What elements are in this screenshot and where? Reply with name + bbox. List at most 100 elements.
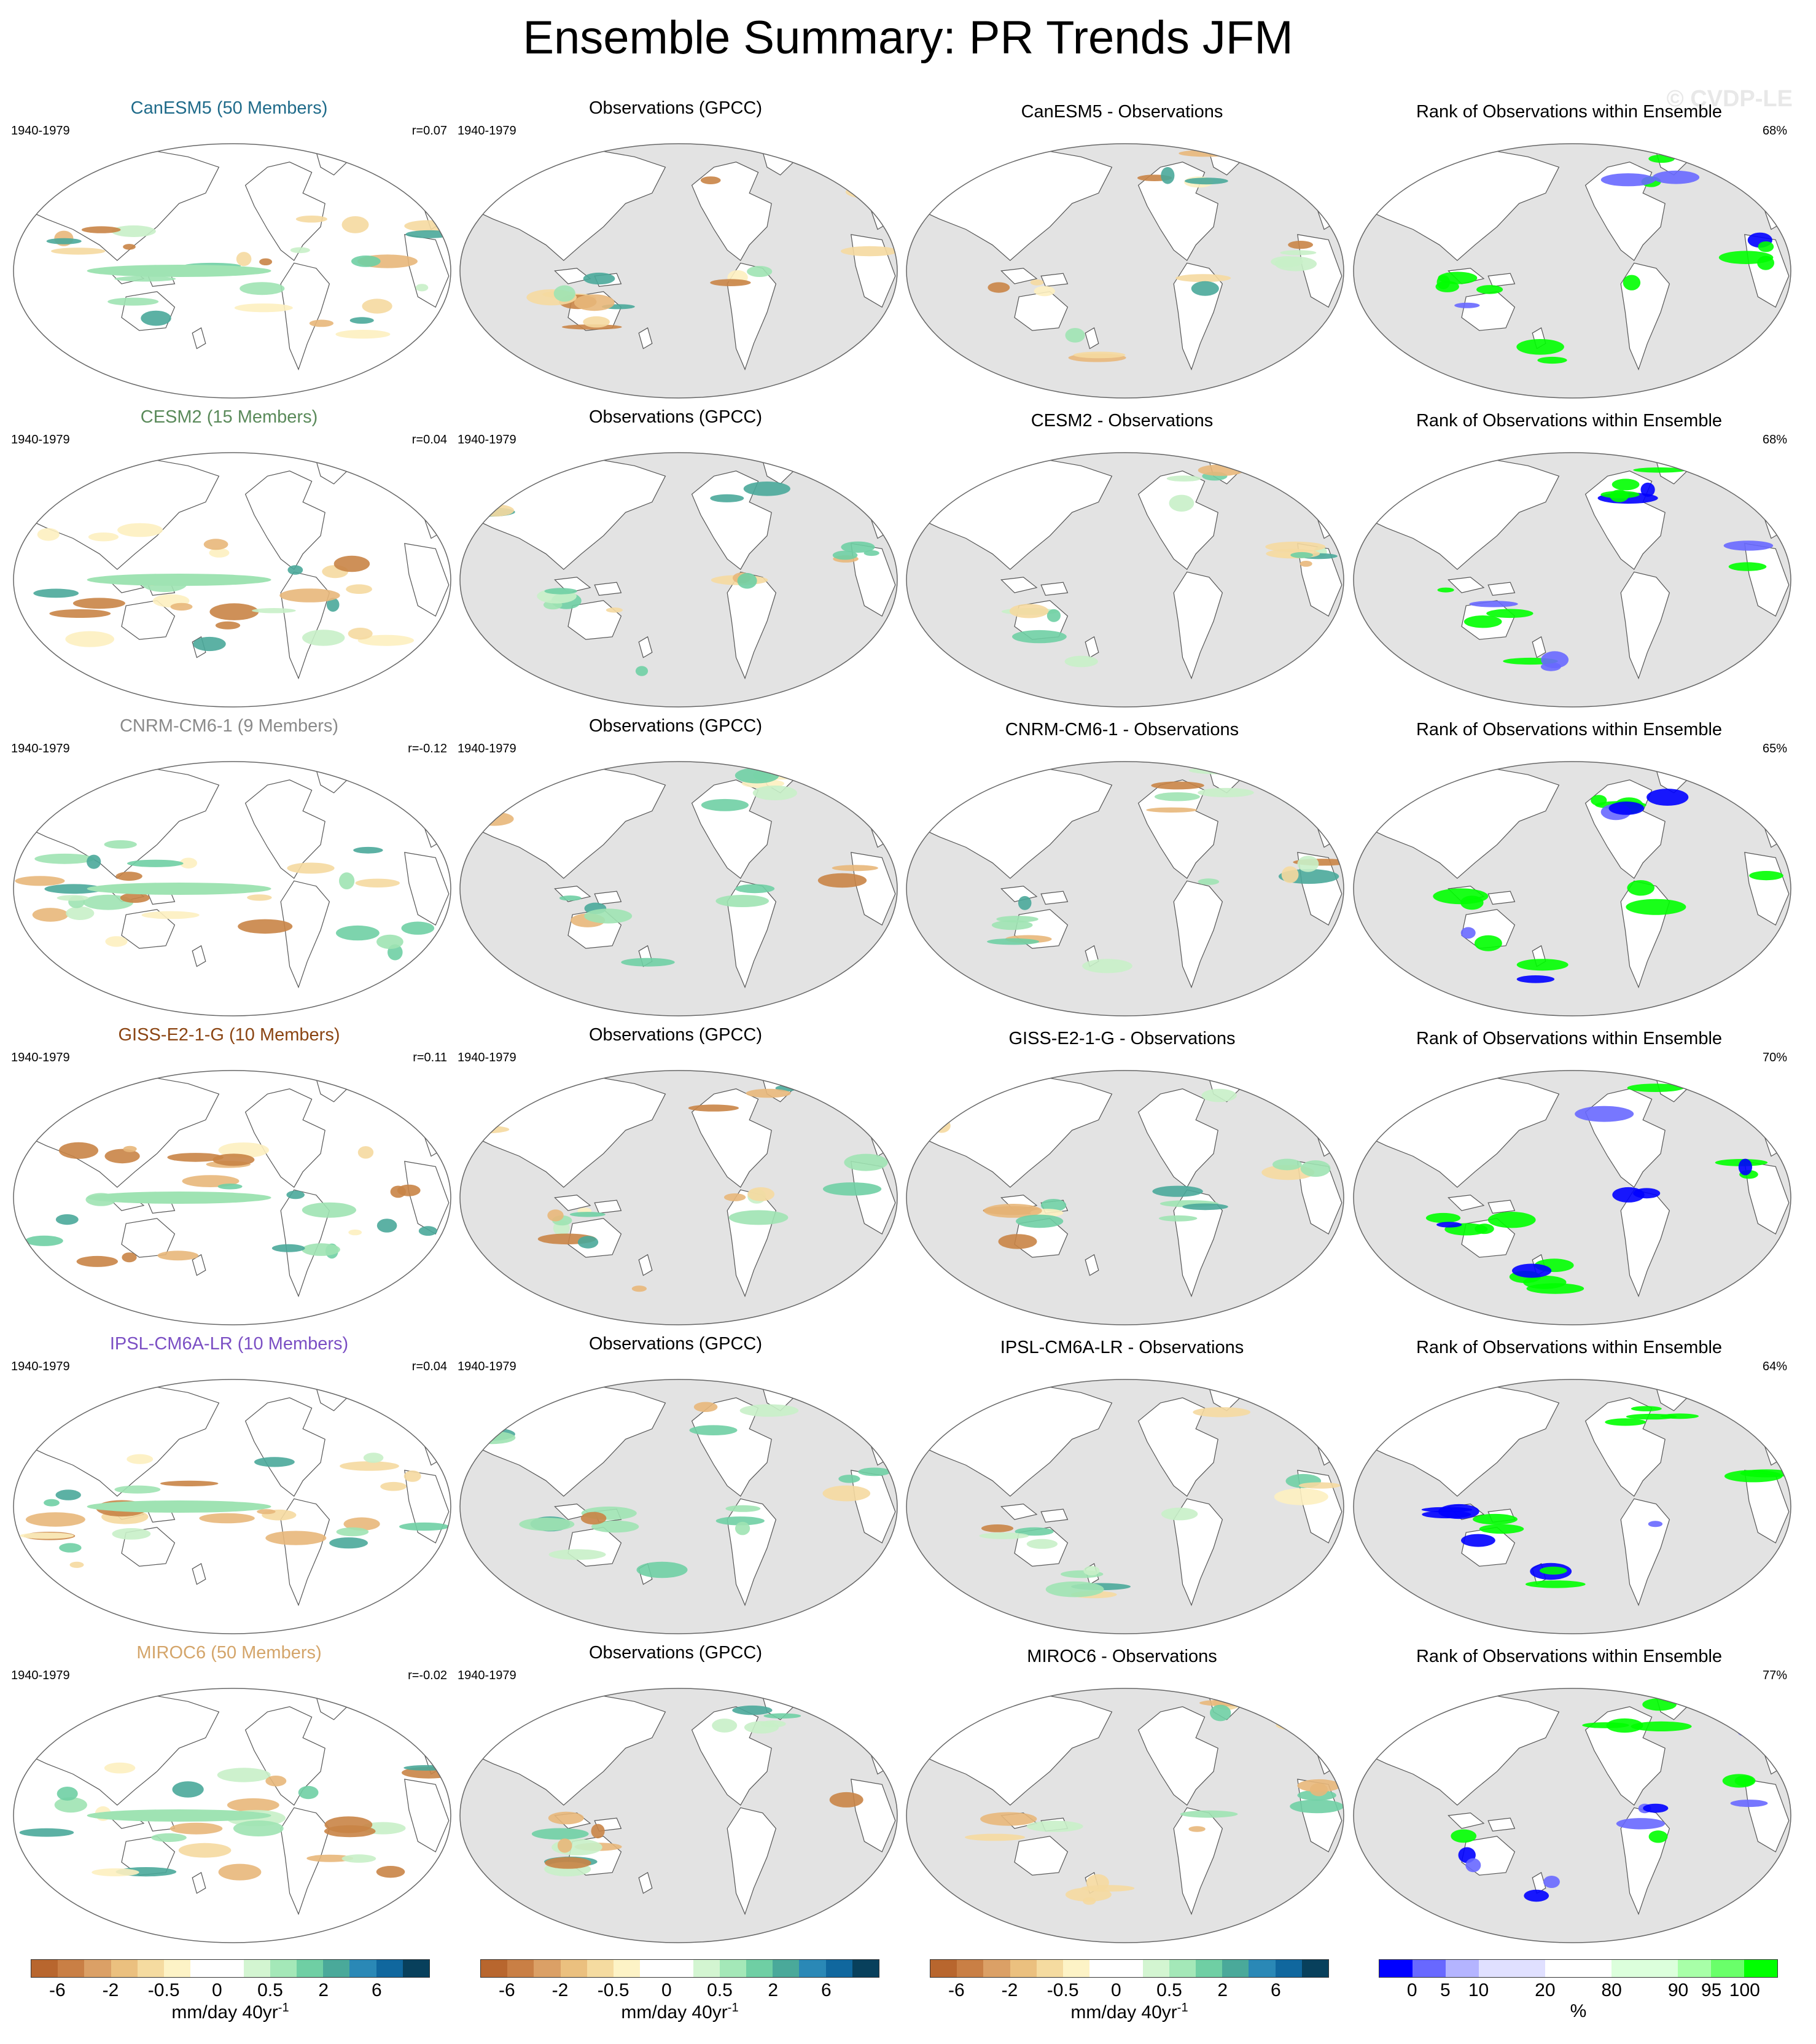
- anomaly-region: [1525, 1580, 1586, 1588]
- coastline: [280, 1807, 330, 1916]
- anomaly-region: [355, 878, 400, 887]
- anomaly-region: [906, 1434, 919, 1443]
- anomaly-region: [1154, 792, 1200, 802]
- anomaly-region: [1640, 482, 1655, 497]
- anomaly-region: [1354, 805, 1381, 821]
- anomaly-region: [1743, 1409, 1791, 1422]
- period-label: 1940-1979: [11, 1051, 70, 1064]
- anomaly-region: [866, 1107, 889, 1120]
- anomaly-region: [478, 1728, 501, 1735]
- period-label: 1940-1979: [11, 1669, 70, 1682]
- anomaly-region: [160, 1480, 219, 1486]
- anomaly-region: [1469, 601, 1518, 607]
- units-text: %: [1570, 2001, 1587, 2021]
- diff-panel: CanESM5 - Observations: [898, 98, 1346, 405]
- anomaly-region: [1152, 1185, 1203, 1197]
- colorbar-tick-label: -6: [49, 1980, 66, 2000]
- coastline: [1173, 1498, 1223, 1607]
- anomaly-region: [1360, 1102, 1393, 1119]
- color-swatch: [217, 1960, 244, 1977]
- tropical-band: [87, 883, 271, 895]
- anomaly-region: [51, 248, 106, 255]
- anomaly-region: [107, 297, 159, 306]
- coastline: [554, 1195, 591, 1211]
- anomaly-region: [1608, 802, 1645, 815]
- anomaly-region: [1306, 167, 1344, 175]
- coastline: [727, 880, 777, 989]
- anomaly-region: [127, 1454, 154, 1464]
- anomaly-region: [1738, 1158, 1752, 1176]
- anomaly-region: [1182, 1203, 1228, 1211]
- diff-panel: GISS-E2-1-G - Observations: [898, 1025, 1346, 1332]
- model-panel: CESM2 (15 Members) 1940-1979 r=0.04: [5, 407, 453, 714]
- anomaly-region: [1623, 275, 1641, 291]
- rank-map: [1353, 761, 1791, 1016]
- anomaly-region: [1363, 1414, 1397, 1430]
- color-swatch: [852, 1960, 879, 1977]
- colorbar-swatches: [31, 1959, 430, 1978]
- units-text: mm/day 40yr: [1070, 2002, 1177, 2023]
- color-swatch: [84, 1960, 111, 1977]
- anomaly-region: [104, 1149, 140, 1164]
- rank-percent: 77%: [1762, 1669, 1787, 1682]
- coastline: [1000, 268, 1038, 284]
- map-border: [1353, 1070, 1791, 1325]
- anomaly-region: [979, 1532, 1029, 1539]
- tropical-band: [87, 1192, 271, 1204]
- anomaly-region: [715, 1516, 765, 1526]
- model-panel: GISS-E2-1-G (10 Members) 1940-1979 r=0.11: [5, 1025, 453, 1332]
- anomaly-region: [1648, 1830, 1668, 1843]
- coastline: [1137, 1397, 1218, 1497]
- anomaly-region: [287, 565, 303, 575]
- coastline: [192, 945, 206, 967]
- color-swatch: [799, 1960, 826, 1977]
- panel-title: GISS-E2-1-G - Observations: [1008, 1029, 1236, 1048]
- coastline: [404, 543, 450, 617]
- coastline: [1744, 1779, 1790, 1852]
- anomaly-region: [732, 1705, 773, 1715]
- coastline: [1620, 1189, 1670, 1298]
- anomaly-region: [65, 631, 114, 647]
- anomaly-region: [1354, 1406, 1382, 1419]
- anomaly-region: [55, 1214, 79, 1225]
- color-swatch: [983, 1960, 1010, 1977]
- anomaly-region: [744, 1721, 779, 1734]
- color-swatch: [719, 1960, 747, 1977]
- correlation-label: r=0.07: [411, 124, 447, 138]
- anomaly-region: [49, 609, 111, 618]
- color-swatch: [614, 1960, 641, 1977]
- panel-title: Observations (GPCC): [588, 1643, 762, 1663]
- coastline: [1040, 582, 1069, 596]
- colorbar-tick-label: 10: [1468, 1980, 1489, 2000]
- anomaly-region: [1461, 1534, 1495, 1547]
- anomaly-region: [712, 1718, 738, 1733]
- color-swatch: [1301, 1960, 1329, 1977]
- correlation-label: r=0.04: [411, 433, 447, 447]
- anomaly-region: [689, 1425, 738, 1435]
- anomaly-region: [1730, 1800, 1768, 1808]
- anomaly-region: [460, 181, 502, 193]
- obs-map: [459, 143, 898, 399]
- coastline: [192, 327, 206, 349]
- anomaly-region: [710, 279, 751, 286]
- rank-percent: 65%: [1762, 742, 1787, 755]
- map-border: [13, 1070, 451, 1325]
- coastline: [727, 571, 777, 680]
- colorbar-units: %: [1379, 2001, 1778, 2022]
- anomaly-region: [1015, 1527, 1054, 1536]
- anomaly-region: [349, 317, 374, 324]
- anomaly-region: [933, 1111, 947, 1122]
- anomaly-region: [1463, 615, 1502, 628]
- colorbar-tick-label: 0: [1110, 1980, 1121, 2000]
- anomaly-region: [823, 1182, 882, 1196]
- map-border: [13, 761, 451, 1016]
- anomaly-region: [988, 282, 1010, 293]
- panel-title: Observations (GPCC): [588, 716, 762, 736]
- anomaly-region: [580, 1512, 607, 1525]
- panel-title: Observations (GPCC): [588, 1025, 762, 1045]
- rank-panel: Rank of Observations within Ensemble 68%: [1345, 407, 1793, 714]
- colorbar-tick-label: -2: [1001, 1980, 1018, 2000]
- color-swatch: [349, 1960, 376, 1977]
- anomaly-region: [1274, 1488, 1328, 1505]
- color-swatch: [560, 1960, 587, 1977]
